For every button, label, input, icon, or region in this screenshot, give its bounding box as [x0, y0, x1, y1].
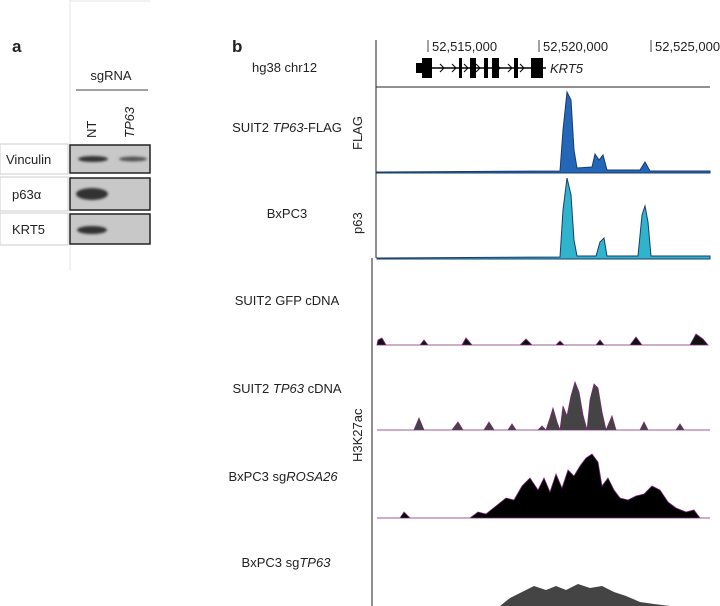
label-part: SUIT2 [232, 120, 272, 135]
label-part: SUIT2 [232, 381, 272, 396]
panel-a: a sgRNA NT TP63 Vinculin p63α KRT5 [0, 0, 151, 270]
signal-track [377, 453, 710, 519]
gene-label: KRT5 [550, 61, 584, 76]
antibody-label: FLAG [350, 116, 365, 150]
label-box [0, 176, 69, 212]
panel-label: b [232, 37, 242, 56]
track-label: SUIT2 GFP cDNA [235, 293, 340, 308]
coordinate-label: 52,520,000 [543, 39, 608, 54]
label-part: BxPC3 sg [228, 469, 286, 484]
signal-track [377, 380, 710, 432]
label-part: ROSA26 [286, 469, 338, 484]
exon [470, 58, 476, 78]
label-boxes [0, 143, 69, 246]
exon [416, 63, 422, 73]
label-box [0, 143, 69, 175]
track-label: BxPC3 sgTP63 [242, 555, 332, 570]
label-part: -FLAG [304, 120, 342, 135]
bands [76, 156, 147, 234]
blot-label: Vinculin [6, 152, 51, 167]
track-label: SUIT2 TP63-FLAG [232, 120, 342, 135]
label-part: TP63 [299, 555, 331, 570]
coordinate-label: 52,515,000 [432, 39, 497, 54]
signal-track [376, 333, 709, 346]
track-label: BxPC3 [267, 206, 307, 221]
exon [531, 58, 543, 78]
coordinate-label: 52,525,000 [655, 39, 720, 54]
panel-b: b hg38 chr12 52,515,000 52,520,000 52,52… [228, 37, 720, 606]
signal-track [377, 584, 670, 606]
exon [459, 58, 462, 78]
label-part: SUIT2 GFP cDNA [235, 293, 340, 308]
gene-model: KRT5 [416, 58, 584, 78]
band [78, 156, 108, 162]
band [119, 156, 147, 162]
track-label: BxPC3 sgROSA26 [228, 469, 338, 484]
label-part: TP63 [273, 381, 305, 396]
label-part: TP63 [273, 120, 305, 135]
label-part: BxPC3 [267, 206, 307, 221]
sgrna-header: sgRNA [90, 68, 132, 83]
panel-label: a [12, 37, 22, 56]
exon [514, 58, 518, 78]
label-box [0, 212, 69, 246]
strand-arrows [439, 63, 525, 73]
antibody-label: H3K27ac [350, 408, 365, 462]
genome-label: hg38 chr12 [252, 60, 317, 75]
label-part: cDNA [304, 381, 342, 396]
antibody-label: p63 [350, 212, 365, 234]
blot-label: p63α [12, 187, 42, 202]
exon [422, 58, 432, 78]
signal-track [376, 90, 711, 174]
exon [484, 58, 488, 78]
lane-label: NT [84, 121, 99, 138]
lane-label: TP63 [122, 106, 137, 138]
blot-label: KRT5 [12, 222, 45, 237]
exons [416, 58, 543, 78]
exon [492, 58, 499, 78]
band [77, 226, 107, 234]
blot [69, 177, 151, 211]
label-part: BxPC3 sg [242, 555, 300, 570]
band [76, 188, 108, 200]
track-label: SUIT2 TP63 cDNA [232, 381, 341, 396]
signal-track [376, 177, 711, 260]
